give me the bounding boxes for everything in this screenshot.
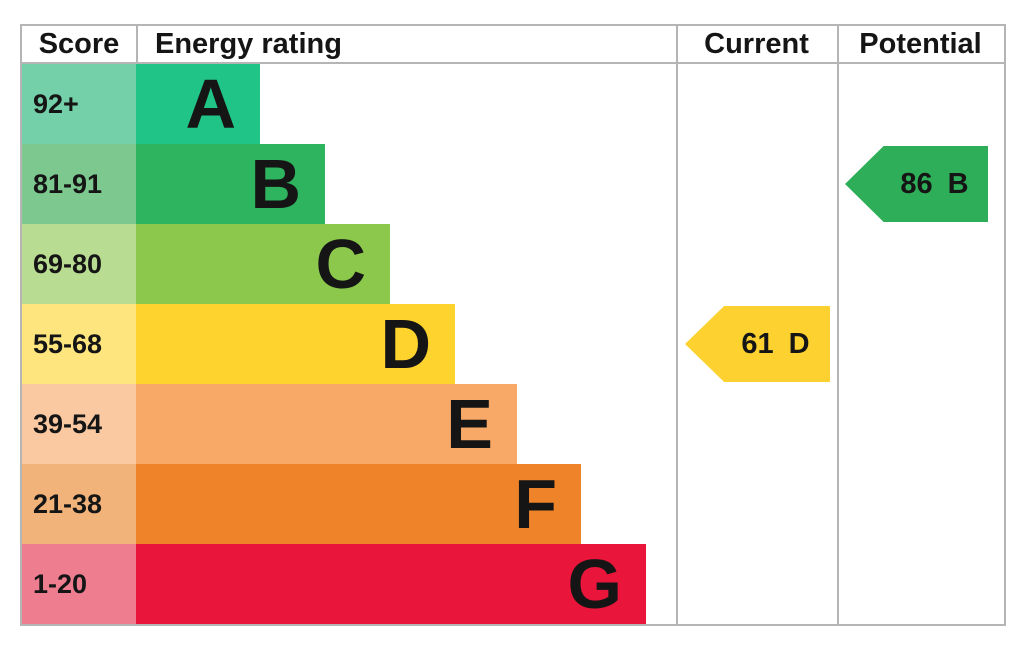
score-range-label: 69-80: [22, 224, 136, 304]
rating-bar-g: G: [136, 544, 646, 624]
rating-letter: C: [315, 225, 366, 303]
current-score-value: 61: [741, 327, 774, 360]
score-range-label: 21-38: [22, 464, 136, 544]
potential-score-value: 86: [900, 167, 933, 200]
potential-rating-letter: B: [947, 167, 969, 200]
rating-letter: G: [567, 545, 622, 623]
column-header-energy-rating: Energy rating: [155, 28, 342, 60]
column-header-current: Current: [704, 28, 809, 60]
band-row-e: 39-54 E: [22, 384, 1004, 464]
column-header-score: Score: [38, 28, 120, 60]
score-column-header-divider: [136, 26, 138, 62]
rating-bar-f: F: [136, 464, 581, 544]
band-row-a: 92+ A: [22, 64, 1004, 144]
rating-letter: B: [250, 145, 301, 223]
current-rating-letter: D: [788, 327, 810, 360]
chart-header-row: Score Energy rating Current Potential: [22, 26, 1004, 64]
rating-bar-a: A: [136, 64, 260, 144]
score-range-label: 39-54: [22, 384, 136, 464]
current-column-divider: [676, 26, 678, 624]
rating-letter: E: [446, 385, 493, 463]
band-row-c: 69-80 C: [22, 224, 1004, 304]
rating-letter: D: [380, 305, 431, 383]
score-range-label: 81-91: [22, 144, 136, 224]
score-range-label: 55-68: [22, 304, 136, 384]
band-row-f: 21-38 F: [22, 464, 1004, 544]
rating-bar-b: B: [136, 144, 325, 224]
rating-letter: F: [514, 465, 557, 543]
epc-rating-chart: Score Energy rating Current Potential 92…: [20, 24, 1006, 626]
band-row-g: 1-20 G: [22, 544, 1004, 624]
rating-bar-c: C: [136, 224, 390, 304]
score-range-label: 1-20: [22, 544, 136, 624]
band-row-b: 81-91 B: [22, 144, 1004, 224]
column-header-potential: Potential: [859, 28, 982, 60]
potential-column-divider: [837, 26, 839, 624]
score-range-label: 92+: [22, 64, 136, 144]
chart-body: 92+ A 81-91 B 69-80 C 55-68 D 39-54: [22, 64, 1004, 624]
band-row-d: 55-68 D: [22, 304, 1004, 384]
rating-letter: A: [185, 65, 236, 143]
rating-bar-d: D: [136, 304, 455, 384]
rating-bar-e: E: [136, 384, 517, 464]
